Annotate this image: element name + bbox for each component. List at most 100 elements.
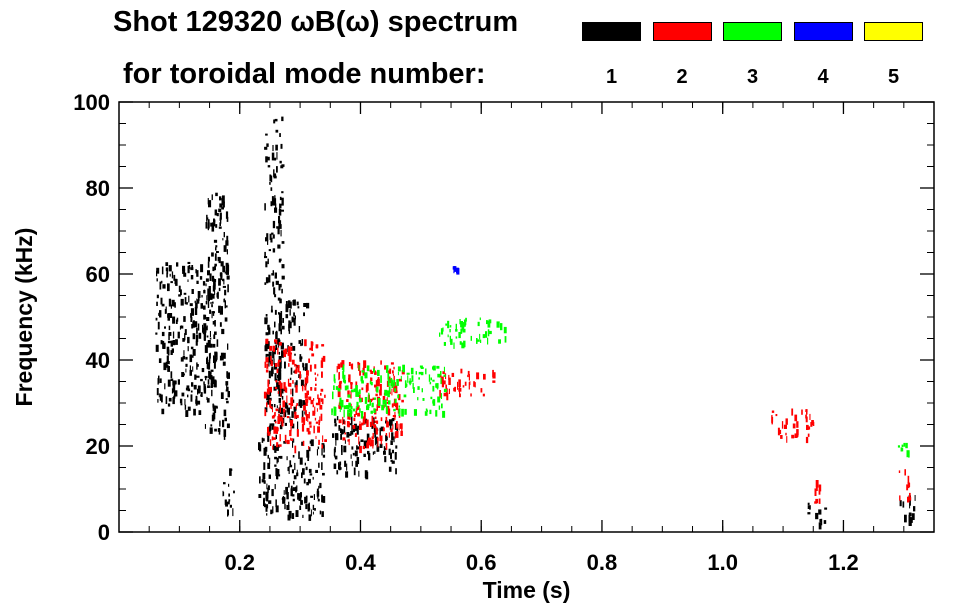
spectral-point [296,472,299,477]
legend-swatch-mode-5 [864,22,923,41]
spectral-point [206,356,208,364]
spectral-point [163,362,167,371]
spectral-point [158,358,162,363]
spectral-point [295,404,297,410]
spectral-point [159,378,162,383]
spectral-point [266,393,269,401]
spectral-point [492,380,496,383]
spectral-point [362,445,366,450]
spectral-point [264,317,268,325]
spectral-point [373,368,375,373]
spectral-point [305,414,308,421]
spectral-point [321,494,323,503]
spectral-point [354,450,358,457]
spectral-point [295,510,299,517]
spectral-point [385,416,388,422]
spectral-point [476,372,480,380]
spectral-point [307,431,311,435]
spectral-point [446,393,449,401]
spectral-point [316,408,318,412]
spectral-point [215,245,218,248]
spectral-point [187,406,191,411]
spectral-point [443,366,445,372]
spectral-point [277,457,279,463]
spectral-point [338,419,342,424]
spectral-point [277,361,280,367]
spectral-point [283,410,287,418]
spectral-point [390,440,393,445]
spectral-point [228,499,231,502]
spectral-point [270,386,272,393]
spectral-point [318,419,320,426]
spectral-point [429,381,432,385]
spectral-point [209,293,213,300]
spectral-point [220,273,223,278]
spectral-point [906,450,910,458]
spectral-point [279,361,282,368]
spectral-point [398,378,402,382]
spectral-point [291,469,294,474]
spectral-point [278,390,281,397]
spectral-point [265,338,269,344]
spectral-point [290,488,293,497]
spectral-point [207,300,210,308]
spectral-point [279,434,281,442]
spectral-point [375,380,379,385]
spectral-point [393,375,395,383]
spectral-point [818,484,822,492]
spectral-point [403,394,407,398]
spectral-point [334,455,338,460]
spectral-point [348,402,351,408]
spectral-point [288,466,290,474]
spectral-point [361,370,365,373]
spectral-point [306,302,310,309]
spectral-feature [807,502,828,530]
spectral-point [276,368,279,374]
spectral-point [161,331,165,337]
spectral-point [280,311,283,319]
spectral-point [189,303,193,307]
spectral-point [180,298,184,306]
spectral-point [223,245,227,252]
spectral-point [338,371,340,380]
spectral-point [266,388,270,395]
spectral-point [913,506,916,512]
spectral-point [267,431,271,436]
spectral-point [265,332,269,336]
spectral-point [818,489,821,495]
spectral-point [281,421,283,426]
spectral-point [309,364,312,372]
spectral-point [453,266,456,269]
spectral-point [274,373,277,381]
spectral-point [289,430,292,437]
spectral-point [187,261,191,264]
spectral-point [171,348,174,353]
spectral-point [321,357,325,362]
spectral-point [320,388,324,392]
spectral-point [267,258,269,265]
spectral-point [363,360,367,368]
spectral-point [400,423,403,429]
spectral-point [321,511,324,517]
spectral-point [277,374,279,379]
legend-label-mode-2: 2 [676,66,688,88]
spectral-point [899,495,901,501]
spectral-point [331,408,333,413]
series-mode-2 [263,338,912,504]
spectral-point [413,409,417,416]
spectral-point [370,381,373,386]
spectral-point [449,329,451,333]
spectral-point [175,278,178,286]
spectral-point [203,323,207,331]
spectral-point [285,314,289,319]
spectral-point [358,398,362,401]
spectral-point [226,216,229,222]
spectral-point [310,495,313,498]
spectral-point [268,351,272,360]
spectral-point [450,338,453,345]
spectral-point [780,435,783,439]
spectral-point [393,436,395,443]
spectral-point [197,323,200,331]
spectral-point [308,411,310,419]
spectral-point [312,476,314,480]
